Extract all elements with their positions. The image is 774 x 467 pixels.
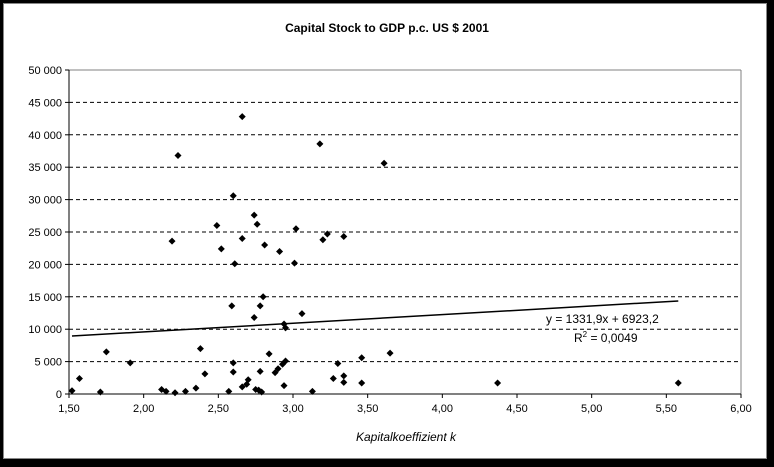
- data-point: [168, 237, 176, 245]
- data-point: [252, 385, 260, 393]
- x-tick-label: 2,50: [208, 403, 229, 415]
- data-point: [258, 388, 266, 396]
- data-point: [238, 234, 246, 242]
- data-point: [358, 354, 366, 362]
- x-tick-label: 3,00: [282, 403, 303, 415]
- data-point: [213, 222, 221, 230]
- r2-prefix: R: [574, 331, 583, 345]
- tick-labels: 0 5 000 10 000 15 000 20 000 25 000 30 000 35 0…: [28, 65, 751, 415]
- data-point: [244, 376, 252, 384]
- data-point: [674, 379, 682, 387]
- data-point: [102, 348, 110, 356]
- data-point: [201, 370, 209, 378]
- data-point: [181, 387, 189, 395]
- data-point: [96, 388, 104, 396]
- y-tick-label: 40 000: [28, 130, 62, 142]
- trendline-r-squared: R2 = 0,0049: [574, 330, 638, 345]
- r2-value: = 0,0049: [587, 331, 638, 345]
- data-point: [340, 378, 348, 386]
- trendline-group: [71, 300, 679, 337]
- data-point: [282, 357, 290, 365]
- trendline-equation: y = 1331,9x + 6923,2: [546, 312, 659, 326]
- data-point: [259, 293, 267, 301]
- data-point: [340, 233, 348, 241]
- data-point: [217, 245, 225, 253]
- data-point: [282, 324, 290, 332]
- data-point: [274, 365, 282, 373]
- y-tick-label: 45 000: [28, 97, 62, 109]
- x-tick-label: 4,00: [432, 403, 453, 415]
- data-point: [261, 241, 269, 249]
- x-tick-label: 1,50: [58, 403, 79, 415]
- y-tick-label: 20 000: [28, 259, 62, 271]
- y-tick-label: 0: [56, 389, 62, 401]
- data-point: [358, 379, 366, 387]
- y-tick-label: 5 000: [34, 357, 62, 369]
- x-tick-label: 2,00: [133, 403, 154, 415]
- data-point: [225, 387, 233, 395]
- x-tick-label: 5,00: [581, 403, 602, 415]
- data-point: [256, 367, 264, 375]
- data-point: [75, 374, 83, 382]
- x-axis-title: Kapitalkoeffizient k: [356, 430, 457, 444]
- chart-title: Capital Stock to GDP p.c. US $ 2001: [285, 21, 489, 35]
- data-point: [319, 236, 327, 244]
- data-point: [292, 225, 300, 233]
- data-point: [171, 389, 179, 397]
- data-point: [229, 368, 237, 376]
- y-tick-label: 15 000: [28, 292, 62, 304]
- axes: [65, 69, 742, 398]
- data-point: [316, 140, 324, 148]
- data-point: [196, 345, 204, 353]
- data-point: [229, 359, 237, 367]
- trendline: [71, 300, 679, 337]
- chart-area: Capital Stock to GDP p.c. US $ 2001 0 5 0…: [3, 3, 767, 459]
- data-point: [380, 159, 388, 167]
- r2-superscript: 2: [583, 330, 588, 339]
- data-point: [290, 259, 298, 267]
- data-point: [250, 314, 258, 322]
- data-point: [308, 387, 316, 395]
- data-point: [231, 260, 239, 268]
- scatter-chart: Capital Stock to GDP p.c. US $ 2001 0 5 0…: [28, 21, 751, 444]
- data-point: [192, 384, 200, 392]
- data-point: [280, 382, 288, 390]
- data-point: [323, 230, 331, 238]
- data-point: [256, 302, 264, 310]
- data-point: [229, 192, 237, 200]
- data-point: [174, 152, 182, 160]
- data-point: [265, 350, 273, 358]
- data-point: [162, 387, 170, 395]
- x-tick-label: 5,50: [656, 403, 677, 415]
- y-tick-label: 50 000: [28, 65, 62, 77]
- y-tick-label: 25 000: [28, 227, 62, 239]
- x-tick-label: 3,50: [357, 403, 378, 415]
- data-point: [238, 383, 246, 391]
- data-point: [250, 211, 258, 219]
- data-point: [238, 113, 246, 121]
- data-point: [334, 360, 342, 368]
- data-point: [228, 302, 236, 310]
- data-point: [386, 349, 394, 357]
- data-point: [253, 220, 261, 228]
- y-tick-label: 10 000: [28, 324, 62, 336]
- x-tick-label: 4,50: [506, 403, 527, 415]
- data-point: [276, 247, 284, 255]
- data-point: [126, 359, 134, 367]
- data-point: [340, 372, 348, 380]
- y-tick-label: 35 000: [28, 162, 62, 174]
- data-points: [68, 113, 682, 397]
- data-point: [494, 379, 502, 387]
- data-point: [298, 310, 306, 318]
- y-tick-label: 30 000: [28, 195, 62, 207]
- data-point: [329, 374, 337, 382]
- data-point: [68, 387, 76, 395]
- x-tick-label: 6,00: [730, 403, 751, 415]
